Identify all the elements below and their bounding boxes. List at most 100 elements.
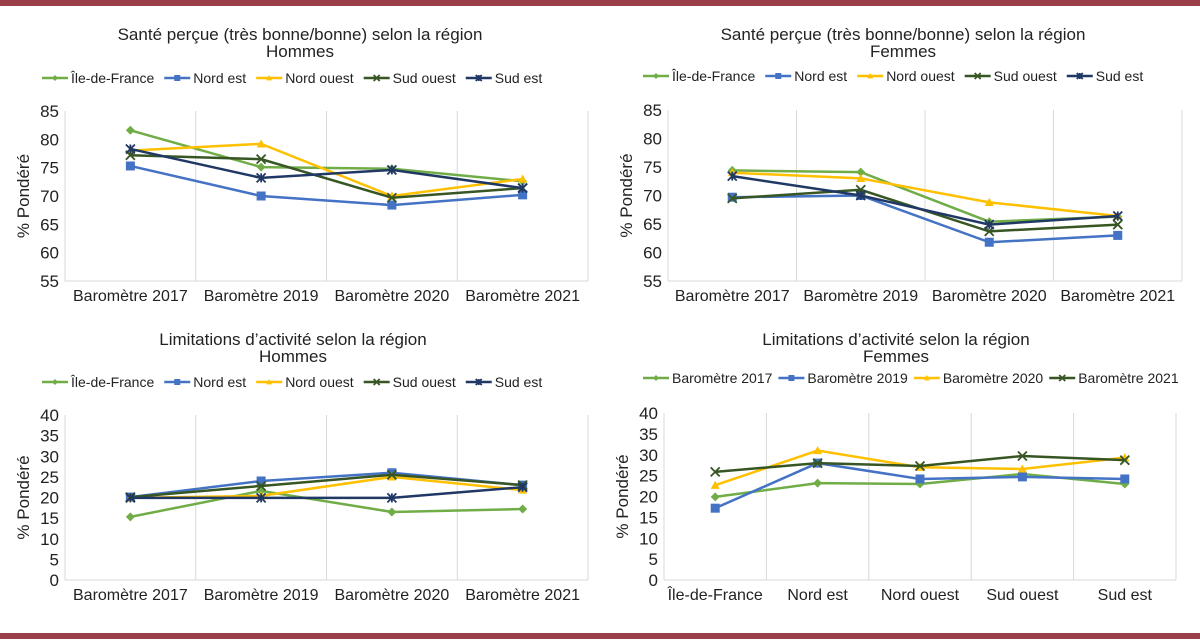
series-path [130,153,523,199]
x-marker [255,480,267,492]
series-path [130,129,523,183]
y-tick-label: 75 [40,159,59,178]
series-path [130,473,523,499]
asterisk-marker [255,492,267,504]
legend-label: Sud est [495,70,543,86]
y-tick-label: 25 [40,468,59,487]
chart-subtitle: Hommes [266,42,334,61]
legend-item: Baromètre 2017 [643,370,773,386]
asterisk-marker [1112,210,1123,222]
y-tick-label: 30 [639,446,658,465]
x-tick-label: Sud ouest [986,587,1059,604]
legend-label: Île-de-France [70,70,154,86]
x-marker [727,193,738,204]
series-line [125,143,528,194]
series-line [727,170,1123,230]
series-line [710,469,1130,502]
square-marker [518,190,528,200]
y-tick-label: 0 [649,571,658,590]
y-tick-label: 15 [40,509,59,528]
x-tick-label: Baromètre 2017 [73,587,188,604]
y-tick-label: 85 [643,101,662,120]
diamond-marker [653,73,659,79]
square-marker [915,474,925,484]
legend-label: Nord ouest [285,374,354,390]
y-tick-label: 25 [639,467,658,486]
legend-item: Baromètre 2019 [778,370,908,386]
square-marker [387,200,397,210]
y-axis-label: % Pondéré [14,455,33,539]
legend-label: Nord ouest [285,70,354,86]
y-axis-label: % Pondéré [617,153,636,237]
legend-item: Nord ouest [857,68,955,84]
triangle-marker [266,75,273,81]
chart-subtitle: Hommes [259,347,327,366]
x-tick-label: Baromètre 2021 [1060,288,1175,305]
chart-1: Santé perçue (très bonne/bonne) selon la… [14,25,589,305]
y-tick-label: 65 [643,215,662,234]
series-path [130,164,523,207]
x-tick-label: Baromètre 2019 [803,288,918,305]
series-path [130,142,523,198]
x-tick-label: Baromètre 2021 [465,587,580,604]
legend-label: Nord est [794,68,847,84]
x-tick-label: Baromètre 2020 [335,288,450,305]
legend-item: Nord ouest [256,70,354,86]
y-tick-label: 75 [643,158,662,177]
chart-2: Santé perçue (très bonne/bonne) selon la… [617,25,1183,305]
asterisk-marker [475,74,483,82]
asterisk-marker [727,170,738,182]
square-marker [775,73,782,79]
x-marker [1112,219,1123,230]
legend-label: Île-de-France [70,374,154,390]
series-path [130,485,523,500]
chart-title: Santé perçue (très bonne/bonne) selon la… [721,25,1086,44]
bottom-frame-bar [0,633,1200,639]
chart-title: Limitations d’activité selon la région [762,330,1029,349]
chart-subtitle: Femmes [863,347,929,366]
series-line [125,482,528,504]
x-marker [386,469,398,480]
x-marker [710,466,721,478]
y-tick-label: 60 [40,244,59,263]
triangle-marker [923,375,930,381]
square-marker [788,375,795,381]
asterisk-marker [984,219,995,230]
triangle-marker [856,173,866,182]
chart-4: Limitations d’activité selon la régionFe… [613,330,1179,604]
series-line [125,486,528,522]
legend-label: Île-de-France [671,68,755,84]
legend-item: Nord est [164,374,246,390]
legend-item: Sud ouest [964,68,1057,84]
x-tick-label: Baromètre 2017 [73,288,188,305]
x-tick-label: Sud est [1098,587,1153,604]
x-tick-label: Nord ouest [881,587,960,604]
legend-item: Sud est [1066,68,1143,84]
legend-label: Sud ouest [994,68,1057,84]
x-marker [1119,455,1130,466]
triangle-marker [984,197,994,206]
legend-label: Sud ouest [393,374,456,390]
diamond-marker [52,75,58,81]
series-line [125,161,528,210]
legend-item: Île-de-France [42,70,154,86]
series-path [732,171,1118,218]
legend-label: Baromètre 2017 [672,370,773,386]
legend-item: Île-de-France [42,374,154,390]
legend-item: Sud ouest [363,374,456,390]
legend-item: Sud est [465,374,542,390]
legend-item: Sud ouest [363,70,456,86]
x-marker [914,460,926,472]
y-axis-label: % Pondéré [14,154,33,238]
legend-label: Baromètre 2021 [1078,370,1179,386]
asterisk-marker [517,182,528,194]
y-tick-label: 35 [639,425,658,444]
y-tick-label: 65 [40,215,59,234]
legend-label: Baromètre 2019 [807,370,908,386]
x-marker [386,192,398,203]
chart-3: Limitations d’activité selon la régionHo… [14,330,589,604]
x-marker [255,154,267,165]
x-marker [373,74,381,82]
y-tick-label: 60 [643,244,662,263]
